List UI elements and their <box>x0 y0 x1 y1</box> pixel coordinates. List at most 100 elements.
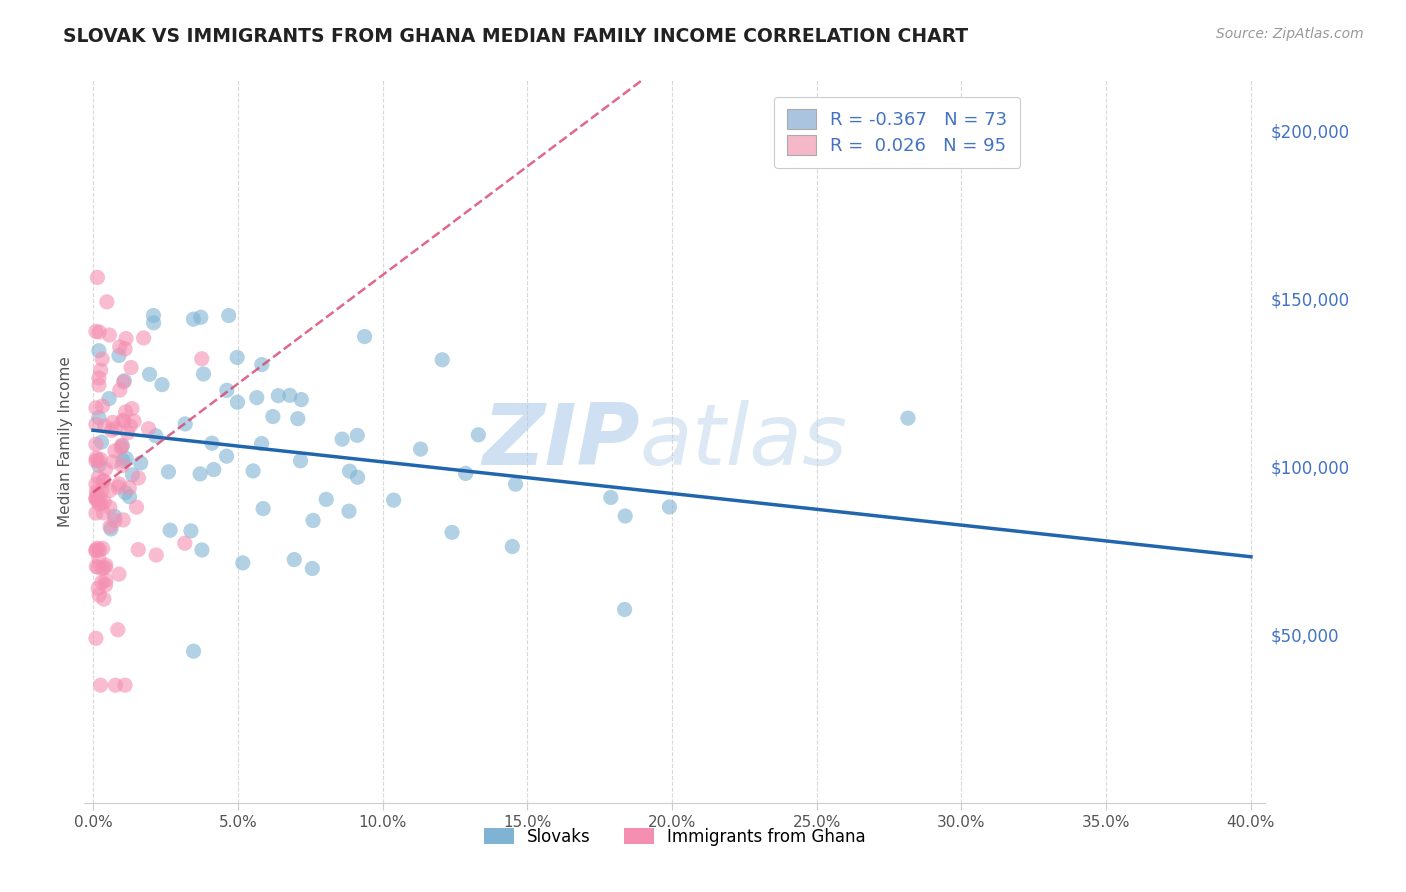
Point <box>84 437 107 451</box>
Point <box>108 340 131 354</box>
Point <box>86 270 108 285</box>
Point <box>86 559 108 574</box>
Point <box>90 575 112 590</box>
Point <box>104 443 127 458</box>
Point <box>337 504 360 518</box>
Point <box>84 492 107 507</box>
Point <box>87 497 110 511</box>
Y-axis label: Median Family Income: Median Family Income <box>58 356 73 527</box>
Point <box>84 632 107 646</box>
Point <box>215 384 238 398</box>
Point <box>114 405 136 419</box>
Point <box>94 558 117 573</box>
Point <box>599 491 621 505</box>
Point <box>467 427 489 442</box>
Point <box>89 543 111 558</box>
Point <box>127 542 149 557</box>
Point <box>111 438 134 452</box>
Point <box>98 483 121 498</box>
Point <box>98 519 121 533</box>
Point <box>90 678 112 692</box>
Point <box>86 487 108 501</box>
Point <box>87 453 110 467</box>
Point <box>115 451 138 466</box>
Point <box>201 436 224 450</box>
Text: Source: ZipAtlas.com: Source: ZipAtlas.com <box>1216 27 1364 41</box>
Point <box>98 328 121 343</box>
Point <box>897 411 920 425</box>
Point <box>121 401 143 416</box>
Point <box>183 312 205 326</box>
Point <box>267 389 290 403</box>
Point <box>290 454 312 468</box>
Point <box>87 560 110 574</box>
Point <box>111 453 134 467</box>
Point <box>215 449 238 463</box>
Point <box>101 423 124 437</box>
Point <box>432 352 454 367</box>
Point <box>122 414 145 428</box>
Point <box>90 496 112 510</box>
Point <box>93 506 115 520</box>
Point <box>89 588 111 602</box>
Point <box>118 481 141 495</box>
Point <box>108 383 131 397</box>
Point <box>84 477 107 491</box>
Point <box>114 678 136 692</box>
Point <box>107 480 129 494</box>
Point <box>157 465 180 479</box>
Point <box>262 409 284 424</box>
Point <box>84 506 107 520</box>
Point <box>101 415 124 429</box>
Point <box>501 540 523 554</box>
Point <box>112 375 135 389</box>
Point <box>84 451 107 466</box>
Point <box>120 418 142 433</box>
Point <box>454 467 477 481</box>
Point <box>132 331 155 345</box>
Point <box>104 421 127 435</box>
Point <box>89 452 111 467</box>
Point <box>87 582 110 596</box>
Point <box>353 329 375 343</box>
Point <box>173 536 195 550</box>
Point <box>114 485 136 500</box>
Point <box>87 378 110 392</box>
Point <box>94 578 117 592</box>
Point <box>108 349 131 363</box>
Point <box>174 417 197 431</box>
Point <box>117 425 139 440</box>
Point <box>120 360 142 375</box>
Point <box>93 592 115 607</box>
Text: atlas: atlas <box>640 400 848 483</box>
Point <box>87 551 110 566</box>
Point <box>202 462 225 476</box>
Point <box>129 456 152 470</box>
Point <box>382 493 405 508</box>
Point <box>138 422 160 436</box>
Point <box>84 491 107 505</box>
Point <box>114 342 136 356</box>
Point <box>111 413 134 427</box>
Point <box>107 623 129 637</box>
Point <box>440 525 463 540</box>
Point <box>93 474 115 488</box>
Point <box>188 467 211 481</box>
Point <box>150 377 173 392</box>
Point <box>145 548 167 562</box>
Point <box>242 464 264 478</box>
Point <box>250 358 273 372</box>
Point <box>91 541 114 556</box>
Point <box>226 351 249 365</box>
Point <box>87 410 110 425</box>
Point <box>111 458 134 473</box>
Point <box>94 560 117 574</box>
Point <box>183 644 205 658</box>
Point <box>180 524 202 538</box>
Point <box>283 552 305 566</box>
Point <box>87 458 110 473</box>
Point <box>100 522 122 536</box>
Point <box>301 561 323 575</box>
Text: SLOVAK VS IMMIGRANTS FROM GHANA MEDIAN FAMILY INCOME CORRELATION CHART: SLOVAK VS IMMIGRANTS FROM GHANA MEDIAN F… <box>63 27 969 45</box>
Point <box>121 467 143 482</box>
